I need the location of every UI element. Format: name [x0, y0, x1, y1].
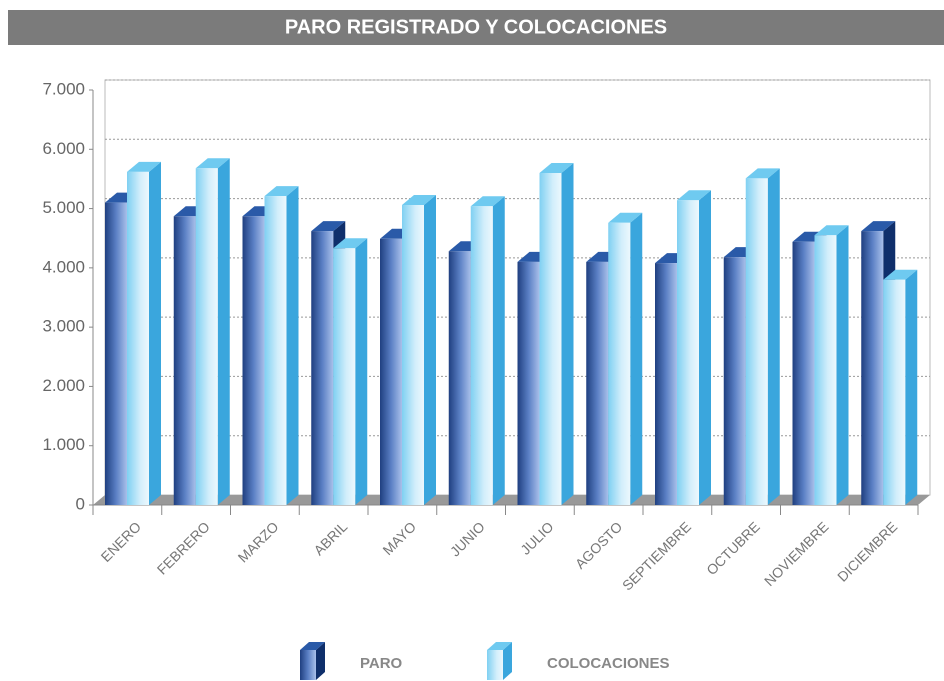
bar	[311, 231, 334, 505]
bar	[655, 263, 677, 505]
x-tick-label: FEBRERO	[154, 518, 213, 577]
legend-swatch	[300, 650, 316, 680]
bar-top	[883, 269, 918, 280]
y-tick-label: 3.000	[42, 317, 85, 336]
x-tick-label: JUNIO	[447, 518, 488, 559]
bar-side	[355, 238, 368, 506]
bar-top	[539, 163, 574, 173]
x-tick-label: NOVIEMBRE	[761, 518, 832, 589]
bar	[792, 241, 815, 505]
bar	[105, 202, 127, 505]
bar	[517, 261, 540, 505]
bar	[608, 222, 631, 506]
legend-top	[487, 642, 512, 650]
bar-side	[217, 158, 230, 505]
bar-top	[677, 190, 711, 201]
bar	[539, 173, 562, 505]
bar	[745, 178, 768, 506]
y-tick-label: 4.000	[42, 257, 85, 276]
chart-title: PARO REGISTRADO Y COLOCACIONES	[285, 16, 667, 38]
bar-top	[127, 161, 161, 172]
bar	[883, 279, 906, 505]
bar	[677, 200, 699, 505]
bar-side	[561, 163, 574, 505]
bar-side	[905, 269, 918, 505]
x-tick-label: MARZO	[235, 518, 282, 565]
legend-swatch	[487, 650, 503, 680]
x-tick-label: AGOSTO	[572, 518, 626, 572]
y-tick-label: 2.000	[42, 376, 85, 395]
y-tick-label: 6.000	[42, 139, 85, 158]
x-tick-label: ENERO	[98, 518, 145, 565]
bar-top	[264, 186, 299, 197]
y-tick-label: 0	[76, 494, 85, 513]
y-tick-label: 5.000	[42, 198, 85, 217]
bar-top	[333, 238, 368, 249]
bar-side	[149, 161, 161, 506]
bar-side	[424, 195, 436, 505]
bar	[380, 238, 402, 506]
bar	[402, 205, 424, 505]
bar-top	[814, 225, 849, 236]
bar-side	[699, 190, 711, 505]
bar	[814, 235, 837, 505]
title-bar	[8, 10, 944, 45]
y-tick-label: 1.000	[42, 435, 85, 454]
bar-top	[861, 221, 896, 232]
x-tick-label: ABRIL	[310, 518, 350, 558]
bar-top	[470, 196, 505, 207]
bar	[173, 216, 196, 505]
bar-top	[608, 212, 643, 223]
bar	[448, 251, 471, 505]
bar	[127, 171, 149, 506]
bar	[333, 248, 356, 506]
bar-side	[630, 212, 643, 506]
bar	[195, 168, 218, 505]
bar	[264, 196, 287, 505]
legend-top	[300, 642, 325, 650]
legend-label: COLOCACIONES	[547, 655, 670, 672]
bar	[861, 231, 884, 505]
x-tick-label: OCTUBRE	[703, 518, 763, 578]
bar-top	[195, 158, 230, 169]
legend-side	[316, 642, 325, 680]
bar-top	[745, 168, 780, 179]
bar-side	[492, 196, 505, 505]
bar-side	[767, 168, 780, 506]
bar	[723, 257, 746, 505]
bar	[470, 206, 493, 505]
bar-top	[402, 195, 436, 206]
bar	[586, 261, 609, 505]
x-tick-label: JULIO	[517, 518, 556, 557]
legend-side	[503, 642, 512, 680]
bar	[242, 216, 265, 505]
x-tick-label: DICIEMBRE	[834, 518, 900, 584]
floor	[93, 495, 930, 505]
y-tick-label: 7.000	[42, 79, 85, 98]
bar-side	[286, 186, 299, 505]
legend-label: PARO	[360, 655, 403, 672]
x-tick-label: MAYO	[379, 518, 419, 558]
x-tick-label: SEPTIEMBRE	[619, 518, 694, 593]
bar-side	[836, 225, 849, 505]
bar-top	[311, 221, 346, 232]
